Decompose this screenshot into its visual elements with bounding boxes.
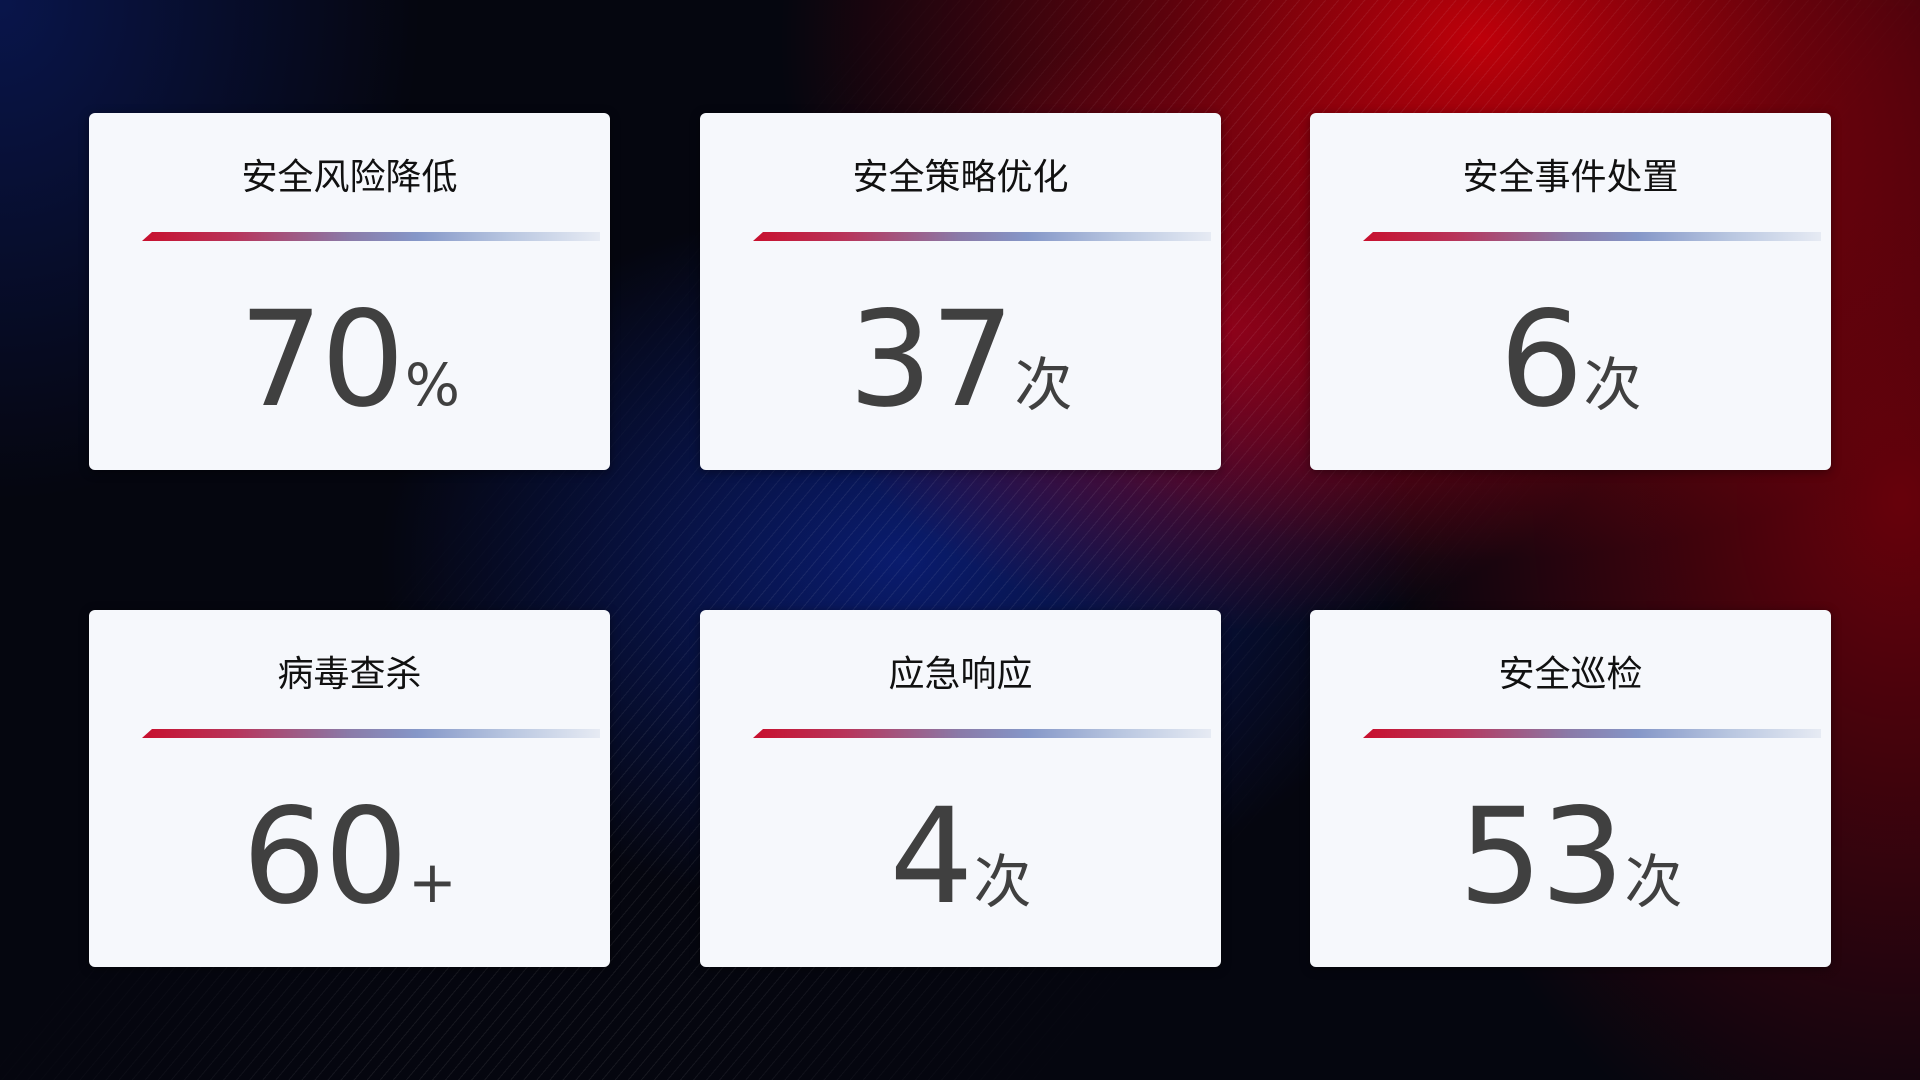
value-number: 70 (238, 283, 405, 437)
value-number: 4 (889, 780, 974, 934)
card-title: 病毒查杀 (277, 654, 422, 695)
card-value: 60+ (89, 780, 610, 934)
value-number: 6 (1499, 283, 1584, 437)
card-value: 6次 (1310, 283, 1831, 437)
stat-card-incident-handling: 安全事件处置 6次 (1310, 113, 1831, 470)
gradient-divider (1363, 729, 1821, 738)
stat-card-virus-removal: 病毒查杀 60+ (89, 610, 610, 967)
value-number: 53 (1458, 780, 1625, 934)
card-title: 安全事件处置 (1462, 157, 1679, 198)
value-unit: + (408, 848, 457, 916)
card-title: 应急响应 (888, 654, 1033, 695)
stat-card-emergency-response: 应急响应 4次 (700, 610, 1221, 967)
gradient-divider (142, 729, 600, 738)
stat-card-policy-optimization: 安全策略优化 37次 (700, 113, 1221, 470)
stat-card-risk-reduction: 安全风险降低 70% (89, 113, 610, 470)
gradient-divider (1363, 232, 1821, 241)
gradient-divider (142, 232, 600, 241)
stat-card-security-inspection: 安全巡检 53次 (1310, 610, 1831, 967)
card-value: 4次 (700, 780, 1221, 934)
value-number: 60 (242, 780, 408, 934)
value-unit: 次 (1583, 351, 1642, 419)
gradient-divider (753, 729, 1211, 738)
value-unit: 次 (973, 848, 1032, 916)
card-value: 70% (89, 283, 610, 437)
card-value: 37次 (700, 283, 1221, 437)
gradient-divider (753, 232, 1211, 241)
value-unit: 次 (1014, 351, 1073, 419)
value-unit: 次 (1624, 848, 1683, 916)
value-unit: % (404, 351, 461, 419)
value-number: 37 (848, 283, 1015, 437)
card-value: 53次 (1310, 780, 1831, 934)
card-title: 安全风险降低 (241, 157, 458, 198)
card-title: 安全策略优化 (852, 157, 1069, 198)
card-title: 安全巡检 (1498, 654, 1643, 695)
